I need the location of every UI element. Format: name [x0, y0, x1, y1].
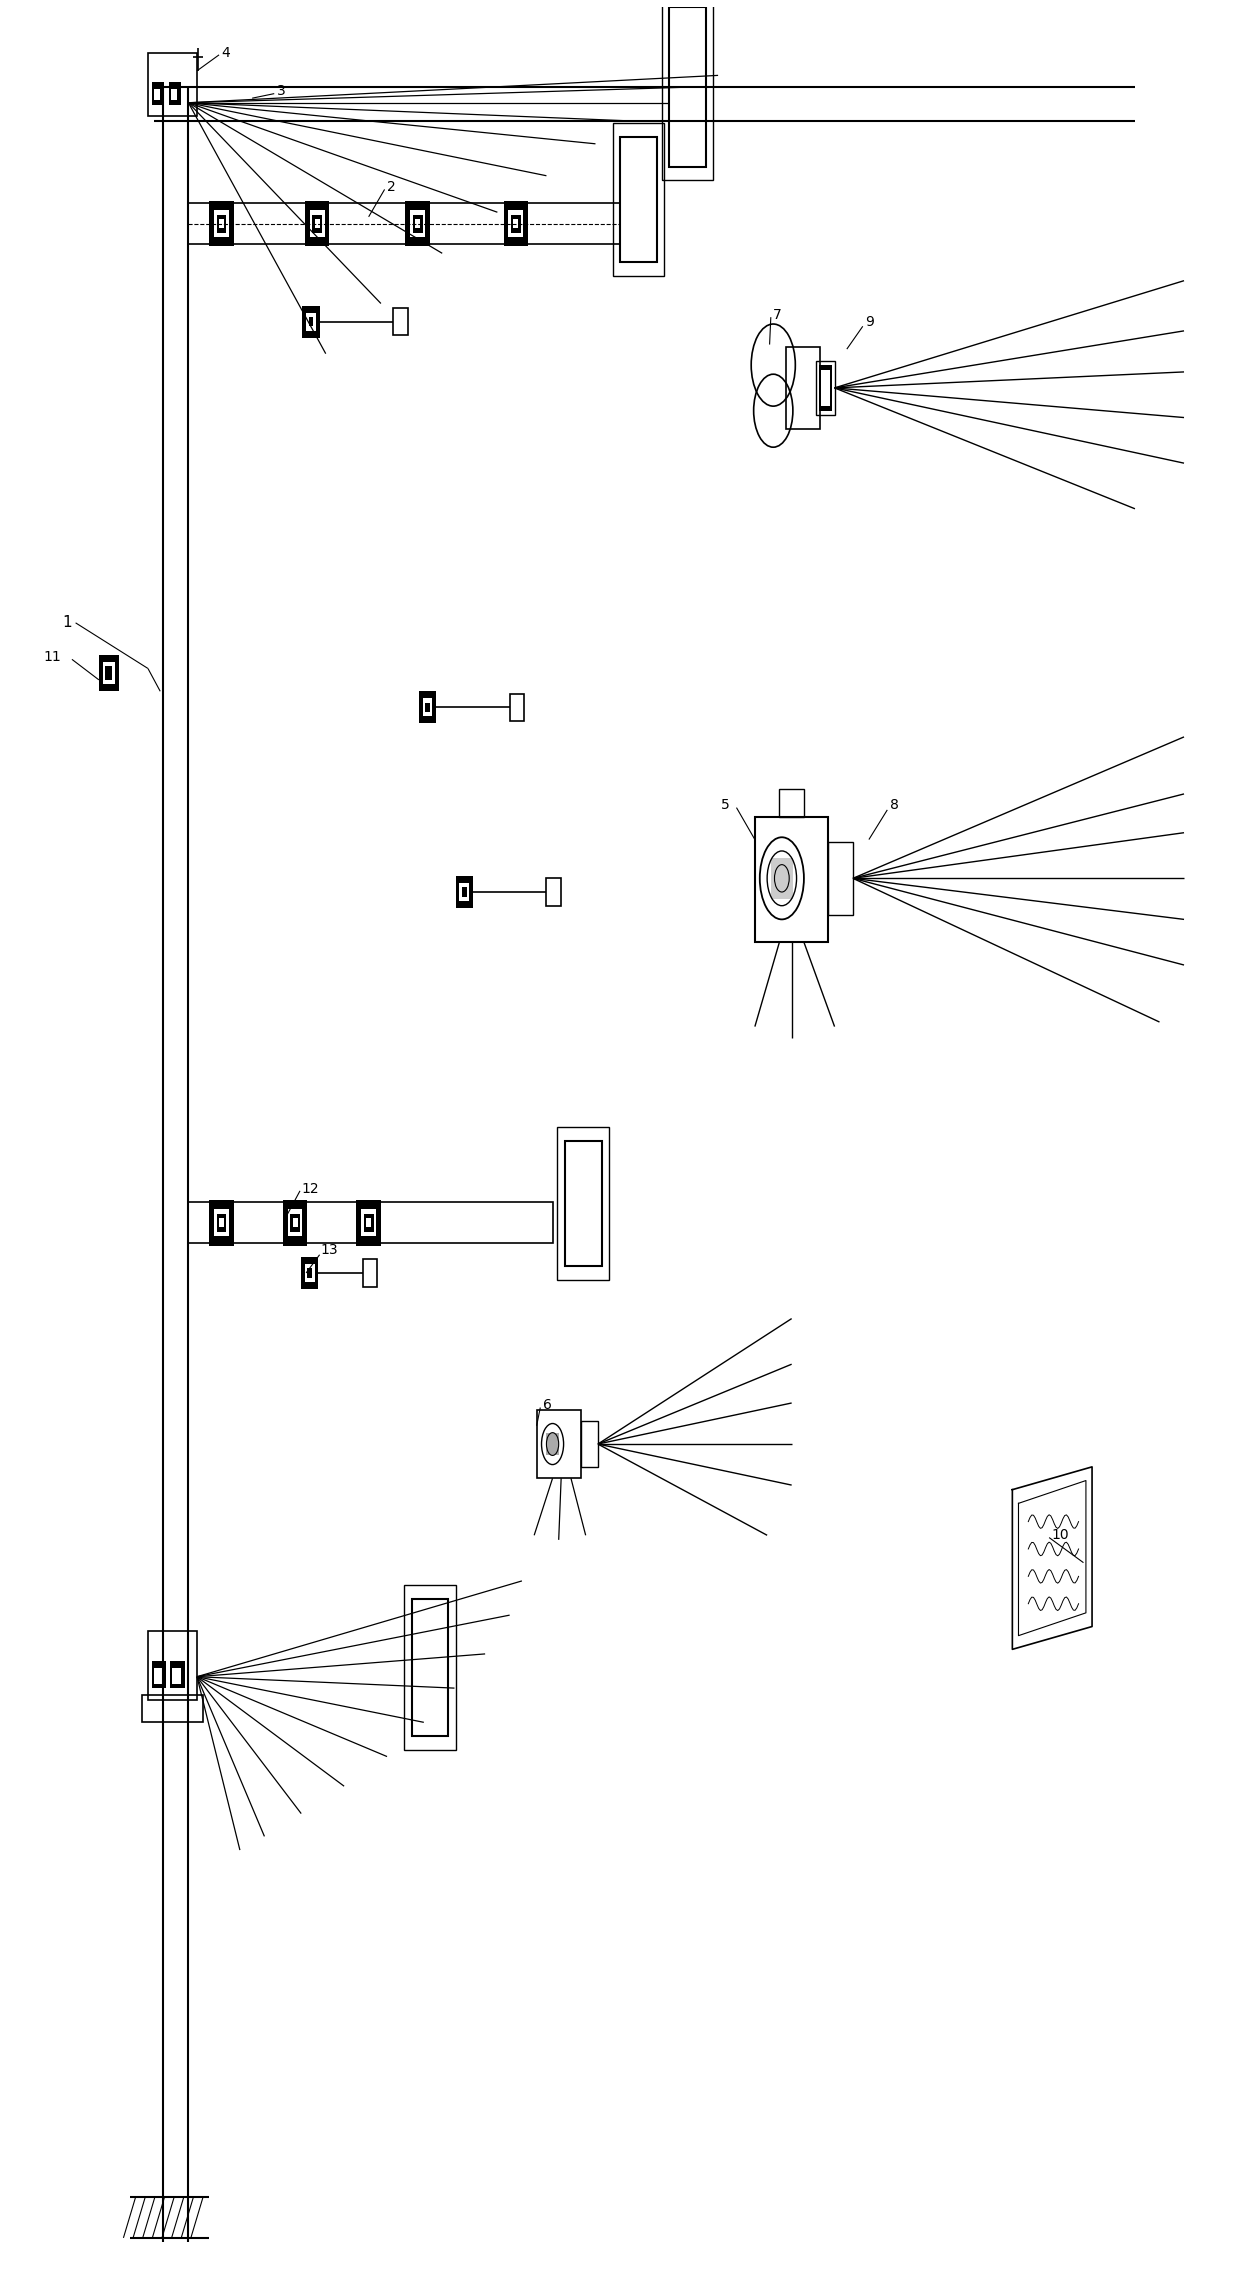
Bar	[510, 693, 525, 721]
Bar	[169, 83, 181, 106]
Bar	[217, 213, 227, 232]
Bar	[413, 213, 423, 232]
Bar	[154, 1668, 162, 1685]
Bar	[219, 1219, 224, 1228]
Bar	[303, 305, 320, 337]
Bar	[151, 1662, 166, 1689]
Text: 1: 1	[62, 615, 72, 631]
Bar	[210, 202, 234, 246]
Bar	[537, 1409, 580, 1478]
Bar	[410, 209, 425, 236]
Bar	[362, 1260, 377, 1287]
Bar	[99, 654, 119, 691]
Bar	[511, 213, 521, 232]
Bar	[151, 83, 164, 106]
Bar	[662, 0, 713, 181]
Text: 12: 12	[301, 1182, 319, 1196]
Bar	[308, 1269, 312, 1278]
Bar	[547, 1432, 559, 1455]
Bar	[565, 1141, 601, 1267]
Bar	[210, 1200, 234, 1246]
Bar	[613, 124, 665, 275]
Bar	[188, 1203, 553, 1244]
Text: 7: 7	[774, 308, 782, 321]
Bar	[170, 1662, 185, 1689]
Bar	[219, 218, 224, 227]
Bar	[423, 698, 433, 716]
Bar	[415, 218, 420, 227]
Bar	[620, 138, 657, 262]
Bar	[293, 1219, 298, 1228]
Bar	[105, 666, 113, 679]
Bar	[771, 858, 792, 900]
Text: 11: 11	[43, 649, 62, 663]
Bar	[154, 90, 160, 101]
Bar	[215, 209, 229, 236]
Bar	[141, 1696, 203, 1721]
Bar	[356, 1200, 381, 1246]
Bar	[459, 884, 469, 902]
Bar	[366, 1219, 371, 1228]
Bar	[558, 1127, 609, 1281]
Text: 2: 2	[387, 179, 396, 195]
Bar	[821, 369, 830, 406]
Bar	[301, 1258, 319, 1290]
Bar	[312, 213, 322, 232]
Bar	[172, 1668, 181, 1685]
Bar	[508, 209, 523, 236]
Text: 10: 10	[1052, 1528, 1069, 1542]
Text: 13: 13	[321, 1244, 339, 1258]
Bar	[818, 365, 832, 411]
Bar	[419, 691, 436, 723]
Bar	[171, 90, 177, 101]
Bar	[393, 308, 408, 335]
Bar	[310, 209, 325, 236]
Bar	[785, 347, 820, 429]
Text: 3: 3	[277, 85, 285, 99]
Bar	[755, 817, 828, 943]
Bar	[288, 1209, 303, 1237]
Bar	[188, 204, 620, 243]
Bar	[670, 7, 706, 168]
Bar	[215, 1209, 229, 1237]
Bar	[305, 1265, 315, 1283]
Text: 8: 8	[890, 799, 899, 812]
Bar	[361, 1209, 376, 1237]
Text: 5: 5	[720, 799, 729, 812]
Bar	[148, 1632, 197, 1701]
Bar	[513, 218, 518, 227]
Bar	[412, 1600, 449, 1735]
Bar	[148, 53, 197, 117]
Bar	[405, 202, 430, 246]
Text: 9: 9	[866, 314, 874, 328]
Bar	[315, 218, 320, 227]
Bar	[309, 317, 314, 326]
Bar	[283, 1200, 308, 1246]
Bar	[547, 879, 562, 907]
Bar	[306, 312, 316, 330]
Bar	[404, 1586, 456, 1749]
Bar	[461, 888, 466, 897]
Bar	[456, 877, 472, 909]
Bar	[103, 661, 115, 684]
Bar	[780, 789, 804, 817]
Bar	[363, 1214, 373, 1232]
Bar	[425, 702, 430, 711]
Bar	[503, 202, 528, 246]
Bar	[816, 360, 835, 415]
Bar	[305, 202, 330, 246]
Text: 6: 6	[543, 1398, 552, 1411]
Bar	[580, 1421, 598, 1467]
Bar	[290, 1214, 300, 1232]
Text: 4: 4	[222, 46, 231, 60]
Bar	[217, 1214, 227, 1232]
Bar	[828, 842, 853, 916]
